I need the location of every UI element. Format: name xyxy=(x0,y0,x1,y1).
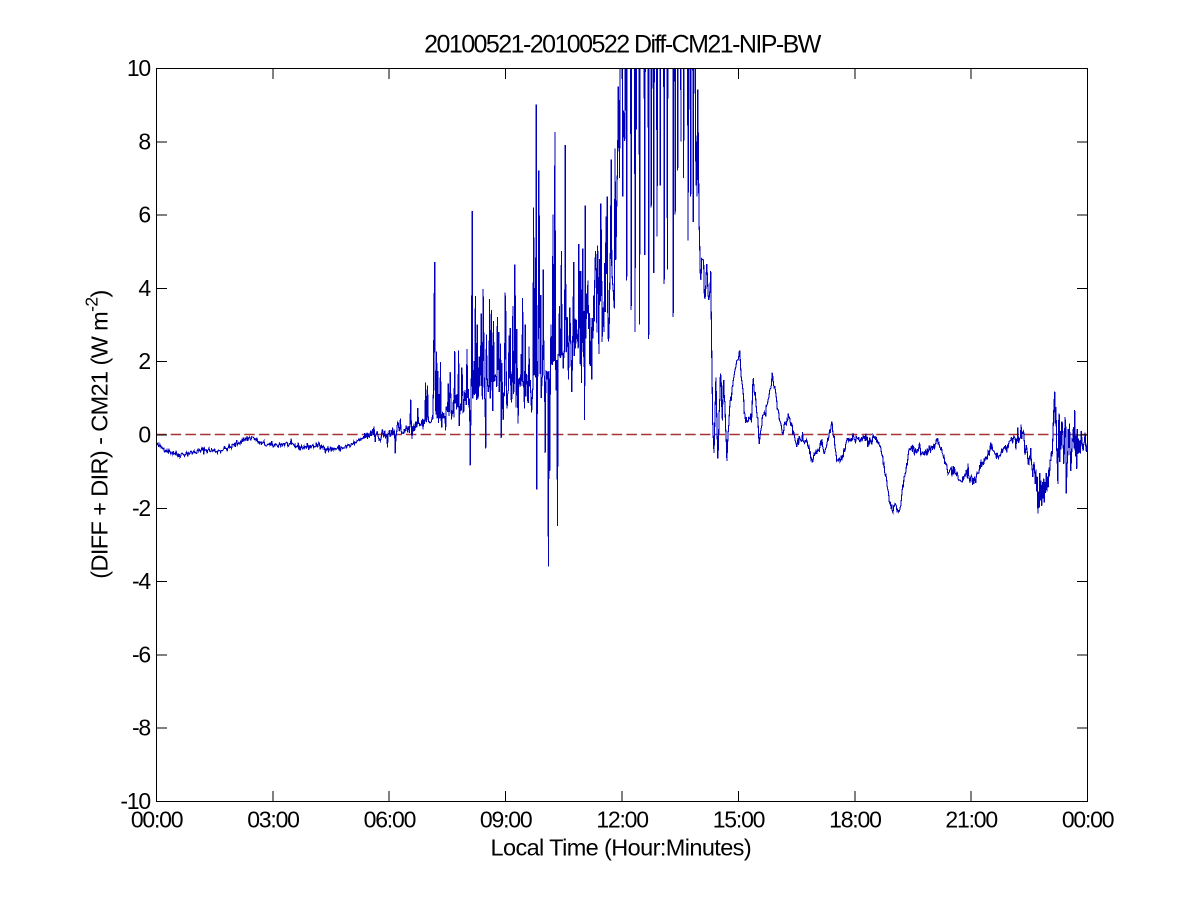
svg-text:-4: -4 xyxy=(132,568,151,594)
svg-text:10: 10 xyxy=(127,55,151,81)
svg-text:15:00: 15:00 xyxy=(713,807,765,833)
svg-text:-10: -10 xyxy=(120,788,150,814)
svg-text:00:00: 00:00 xyxy=(1062,807,1114,833)
svg-text:0: 0 xyxy=(138,422,150,448)
svg-text:03:00: 03:00 xyxy=(247,807,299,833)
svg-text:18:00: 18:00 xyxy=(829,807,881,833)
svg-text:-6: -6 xyxy=(132,641,150,667)
svg-text:20100521-20100522 Diff-CM21-NI: 20100521-20100522 Diff-CM21-NIP-BW xyxy=(424,31,822,59)
svg-text:(DIFF + DIR) - CM21 (W m-2): (DIFF + DIR) - CM21 (W m-2) xyxy=(82,290,113,579)
svg-text:6: 6 xyxy=(138,202,150,228)
svg-text:06:00: 06:00 xyxy=(364,807,416,833)
svg-text:-2: -2 xyxy=(132,495,150,521)
svg-text:Local Time (Hour:Minutes): Local Time (Hour:Minutes) xyxy=(491,835,752,861)
svg-text:12:00: 12:00 xyxy=(596,807,648,833)
svg-text:4: 4 xyxy=(138,275,151,301)
svg-text:8: 8 xyxy=(138,128,150,154)
svg-text:-8: -8 xyxy=(132,715,150,741)
svg-text:09:00: 09:00 xyxy=(480,807,532,833)
svg-text:00:00: 00:00 xyxy=(131,807,183,833)
svg-text:21:00: 21:00 xyxy=(945,807,997,833)
svg-text:2: 2 xyxy=(138,348,150,374)
